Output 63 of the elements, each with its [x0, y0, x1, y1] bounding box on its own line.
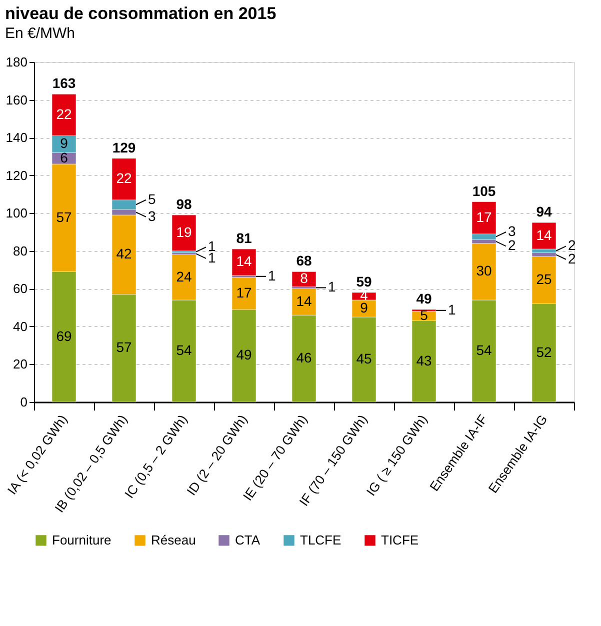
bar [172, 214, 196, 252]
data-label: 25 [536, 271, 552, 288]
data-label: 9 [60, 135, 68, 152]
data-label: 14 [536, 226, 552, 243]
total-label: 81 [236, 230, 252, 246]
data-label: 3 [508, 223, 516, 239]
total-label: 59 [356, 273, 372, 290]
data-label: 54 [476, 342, 492, 358]
data-label: 14 [236, 253, 252, 270]
total-label: 49 [416, 290, 432, 306]
data-label: 42 [116, 246, 132, 262]
data-label: 52 [536, 344, 552, 360]
y-tick-label: 20 [13, 356, 28, 372]
data-label: 17 [476, 208, 492, 225]
data-label: 1 [328, 278, 336, 295]
data-label: 30 [476, 262, 492, 279]
total-label: 105 [472, 182, 496, 199]
bar [292, 272, 316, 287]
data-label: 5 [148, 190, 156, 207]
data-label: 9 [360, 300, 368, 316]
data-label: 46 [296, 350, 312, 366]
data-label: 24 [176, 268, 192, 284]
total-label: 98 [176, 196, 192, 212]
data-label: 1 [448, 301, 456, 318]
y-tick-label: 160 [6, 92, 28, 108]
total-label: 94 [536, 204, 552, 220]
y-tick-label: 0 [20, 394, 28, 410]
total-label: 68 [296, 252, 312, 269]
chart-title: niveau de consommation en 2015 [5, 4, 276, 23]
data-label: 43 [416, 352, 432, 368]
data-label: 1 [268, 267, 276, 284]
legend-label: CTA [235, 532, 260, 548]
y-tick-label: 40 [13, 318, 28, 334]
data-label: 14 [296, 292, 312, 309]
legend-label: TLCFE [300, 532, 342, 548]
data-label: 22 [56, 106, 72, 122]
total-label: 129 [112, 139, 136, 156]
legend-label: TICFE [381, 532, 419, 548]
data-label: 57 [56, 208, 72, 225]
data-label: 49 [236, 346, 252, 363]
data-label: 54 [176, 342, 192, 358]
y-tick-label: 120 [6, 168, 28, 183]
data-label: 2 [508, 237, 516, 254]
data-label: 19 [176, 224, 192, 240]
data-label: 6 [60, 149, 68, 166]
data-label: 22 [116, 170, 132, 186]
chart-subtitle: En €/MWh [5, 25, 76, 42]
y-tick-label: 140 [6, 130, 28, 146]
data-label: 57 [116, 339, 132, 356]
y-tick-label: 180 [6, 54, 28, 70]
legend-label: Réseau [151, 532, 196, 548]
bar [532, 222, 556, 250]
y-tick-label: 60 [13, 281, 28, 296]
data-label: 8 [300, 270, 308, 286]
data-label: 45 [356, 350, 372, 366]
data-label: 17 [236, 284, 252, 300]
y-tick-label: 100 [6, 206, 28, 221]
data-label: 3 [148, 208, 156, 224]
legend-label: Fourniture [52, 532, 112, 548]
total-label: 163 [52, 75, 76, 92]
data-label: 5 [420, 307, 428, 324]
y-tick-label: 80 [13, 243, 28, 258]
data-label: 69 [56, 328, 72, 344]
